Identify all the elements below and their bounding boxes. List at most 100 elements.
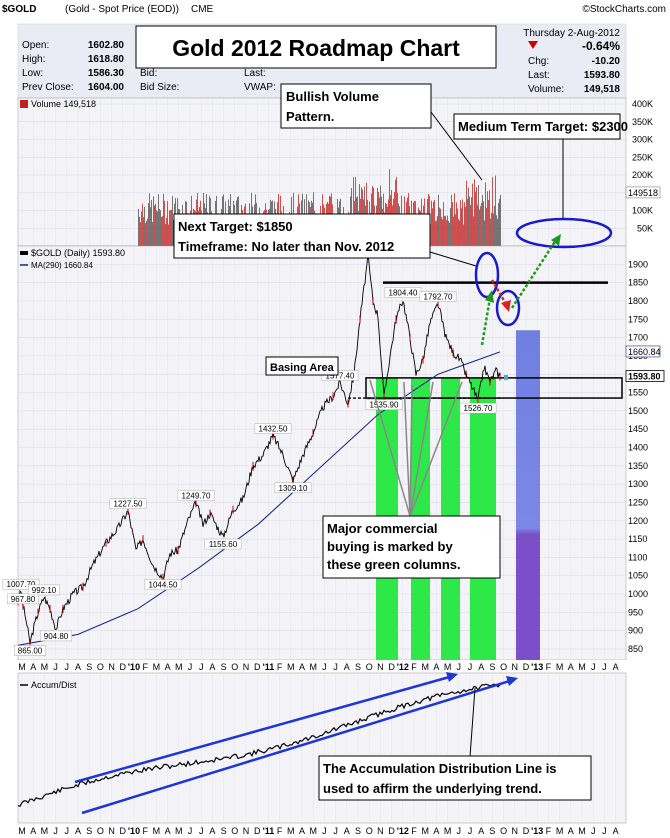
x-tick-label: M	[287, 662, 295, 672]
stat-label: Last:	[528, 70, 550, 81]
bullish-volume-text: Bullish Volume	[286, 89, 379, 104]
volume-bar	[500, 194, 501, 246]
price-label: 992.10	[32, 586, 57, 595]
price-series-line	[17, 252, 501, 645]
commercial-buying-text: Major commercial	[327, 521, 438, 536]
price-label: 1526.70	[464, 404, 493, 413]
stat-value: 1618.80	[88, 54, 125, 65]
target-2300-ellipse	[515, 217, 613, 249]
volume-bar	[456, 202, 457, 246]
volume-bar	[466, 180, 467, 246]
volume-bar	[432, 208, 433, 246]
callout-line	[430, 111, 483, 181]
commercial-buying-text: buying is marked by	[327, 539, 453, 554]
volume-bar	[437, 215, 438, 246]
volume-bar	[173, 219, 174, 246]
price-label-box	[40, 630, 73, 642]
price-label-box	[13, 645, 47, 656]
x-tick-label: F	[411, 662, 417, 672]
volume-last-tag	[625, 186, 661, 199]
x-tick-label: S	[86, 662, 92, 672]
stat-label: Bid Size:	[140, 82, 179, 93]
x-tick-label: A	[433, 662, 439, 672]
volume-bar	[154, 205, 155, 246]
price-last-value: 1593.80	[628, 372, 661, 382]
x-tick-label: A	[613, 662, 619, 672]
x-tick-label: M	[18, 826, 26, 836]
price-label: 1432.50	[259, 425, 288, 434]
volume-label: Volume 149,518	[31, 99, 96, 109]
projection-column	[516, 330, 540, 660]
price-label-box	[6, 593, 40, 605]
x-tick-label: M	[175, 662, 183, 672]
volume-bar	[477, 204, 478, 246]
x-tick-label: N	[377, 826, 384, 836]
green-arrow-head	[485, 290, 494, 303]
price-legend: $GOLD (Daily) 1593.80	[31, 248, 125, 258]
price-tick-label: 1400	[628, 443, 648, 453]
x-tick-label: J	[468, 662, 473, 672]
volume-bar	[495, 175, 496, 246]
x-tick-label: F	[142, 826, 148, 836]
trend-line-upper	[74, 674, 454, 784]
accum-dist-line	[17, 683, 501, 808]
price-tick-label: 850	[628, 644, 643, 654]
x-tick-label: A	[433, 826, 439, 836]
volume-bar	[464, 202, 465, 246]
volume-bar	[433, 201, 434, 246]
volume-bar	[444, 215, 445, 246]
x-tick-label: S	[221, 662, 227, 672]
exchange: CME	[191, 4, 214, 15]
volume-bar	[169, 210, 170, 246]
volume-bar	[468, 187, 469, 246]
volume-bar	[164, 200, 165, 246]
x-tick-label: M	[444, 662, 452, 672]
price-label-box	[2, 579, 40, 590]
stat-value: 1586.30	[88, 68, 125, 79]
price-label-box	[321, 370, 359, 381]
volume-bar	[448, 220, 449, 246]
volume-bar	[138, 209, 139, 246]
x-tick-label: D	[120, 826, 127, 836]
x-tick-label: '12	[397, 826, 409, 836]
x-tick-label: J	[333, 662, 338, 672]
volume-bar	[498, 202, 499, 246]
volume-tick-label: 250K	[632, 152, 653, 162]
stat-label: Prev Close:	[22, 82, 74, 93]
volume-bar	[431, 200, 432, 246]
callout-line	[409, 384, 413, 517]
stat-value: 1593.80	[584, 70, 621, 81]
volume-bar	[491, 212, 492, 246]
volume-bar	[150, 207, 151, 246]
price-tick-label: 1100	[628, 552, 647, 562]
x-tick-label: J	[322, 826, 327, 836]
volume-bar	[144, 206, 145, 246]
ma-last-tag	[625, 345, 661, 358]
volume-bar	[461, 208, 462, 246]
volume-tick-label: 200K	[632, 170, 653, 180]
trend-line-lower	[81, 678, 514, 815]
x-tick-label: S	[355, 826, 361, 836]
volume-bar	[156, 210, 157, 246]
x-tick-label: M	[287, 826, 295, 836]
x-tick-label: M	[153, 826, 161, 836]
volume-bar	[492, 177, 493, 246]
x-tick-label: F	[546, 826, 552, 836]
volume-bar	[449, 222, 450, 246]
volume-axis: 400K350K300K250K200K150K100K50K149518	[625, 99, 661, 233]
price-label-box	[28, 584, 61, 596]
price-label: 1535.90	[370, 401, 399, 410]
volume-bar	[141, 211, 142, 246]
x-axis-middle-bg	[18, 660, 626, 672]
volume-bar	[155, 203, 156, 246]
x-axis-bottom: M A M J J A S O N D '10 F M A M J J A S O N D '11 F M A M J J A S O N D '1…	[18, 826, 618, 836]
symbol-description: (Gold - Spot Price (EOD))	[65, 4, 179, 15]
x-tick-label: J	[188, 662, 193, 672]
volume-bar	[490, 218, 491, 246]
x-tick-label: F	[277, 826, 283, 836]
ma-legend: MA(290) 1660.84	[31, 261, 93, 270]
x-tick-label: A	[75, 662, 81, 672]
price-label: 865.00	[18, 647, 43, 656]
volume-bar	[168, 224, 169, 246]
x-tick-label: J	[457, 662, 462, 672]
